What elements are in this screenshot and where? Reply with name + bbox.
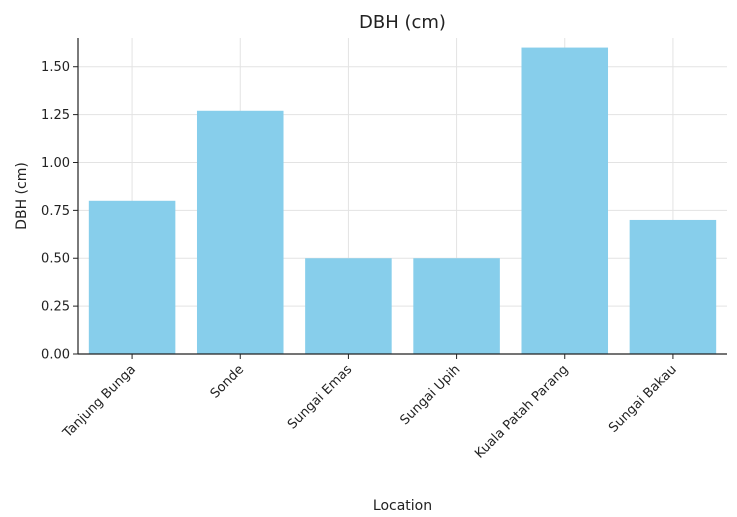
y-tick-label: 1.50: [41, 60, 70, 75]
x-tick-label: Sungai Upih: [397, 362, 463, 428]
x-tick-label: Kuala Patah Parang: [472, 362, 571, 461]
bar-tanjung-bunga: [88, 200, 176, 354]
y-axis-title: DBH (cm): [14, 162, 30, 230]
y-tick-label: 1.25: [41, 108, 70, 123]
x-tick-label: Sonde: [208, 362, 247, 401]
y-tick-label: 0.25: [41, 300, 70, 315]
x-tick-label: Sungai Bakau: [606, 362, 680, 436]
x-ticks: Tanjung Bunga Sonde Sungai Emas Sungai Upih…: [60, 354, 680, 462]
x-tick-label: Sungai Emas: [285, 362, 355, 432]
bar-kuala-patah-parang: [521, 47, 609, 355]
y-tick-label: 0.75: [41, 204, 70, 219]
y-tick-label: 1.00: [41, 156, 70, 171]
bar-sonde: [196, 110, 284, 354]
y-tick-label: 0.00: [41, 348, 70, 363]
x-axis-title: Location: [373, 498, 432, 514]
y-tick-label: 0.50: [41, 252, 70, 267]
x-tick-label: Tanjung Bunga: [60, 362, 139, 441]
bar-sungai-upih: [413, 258, 500, 354]
bar-sungai-bakau: [629, 219, 717, 354]
bars: [88, 47, 717, 355]
chart-title: DBH (cm): [359, 12, 446, 33]
axes: [77, 38, 727, 355]
y-ticks: 0.00 0.25 0.50 0.75 1.00 1.25 1.50: [41, 60, 78, 363]
bar-sungai-emas: [305, 258, 392, 354]
